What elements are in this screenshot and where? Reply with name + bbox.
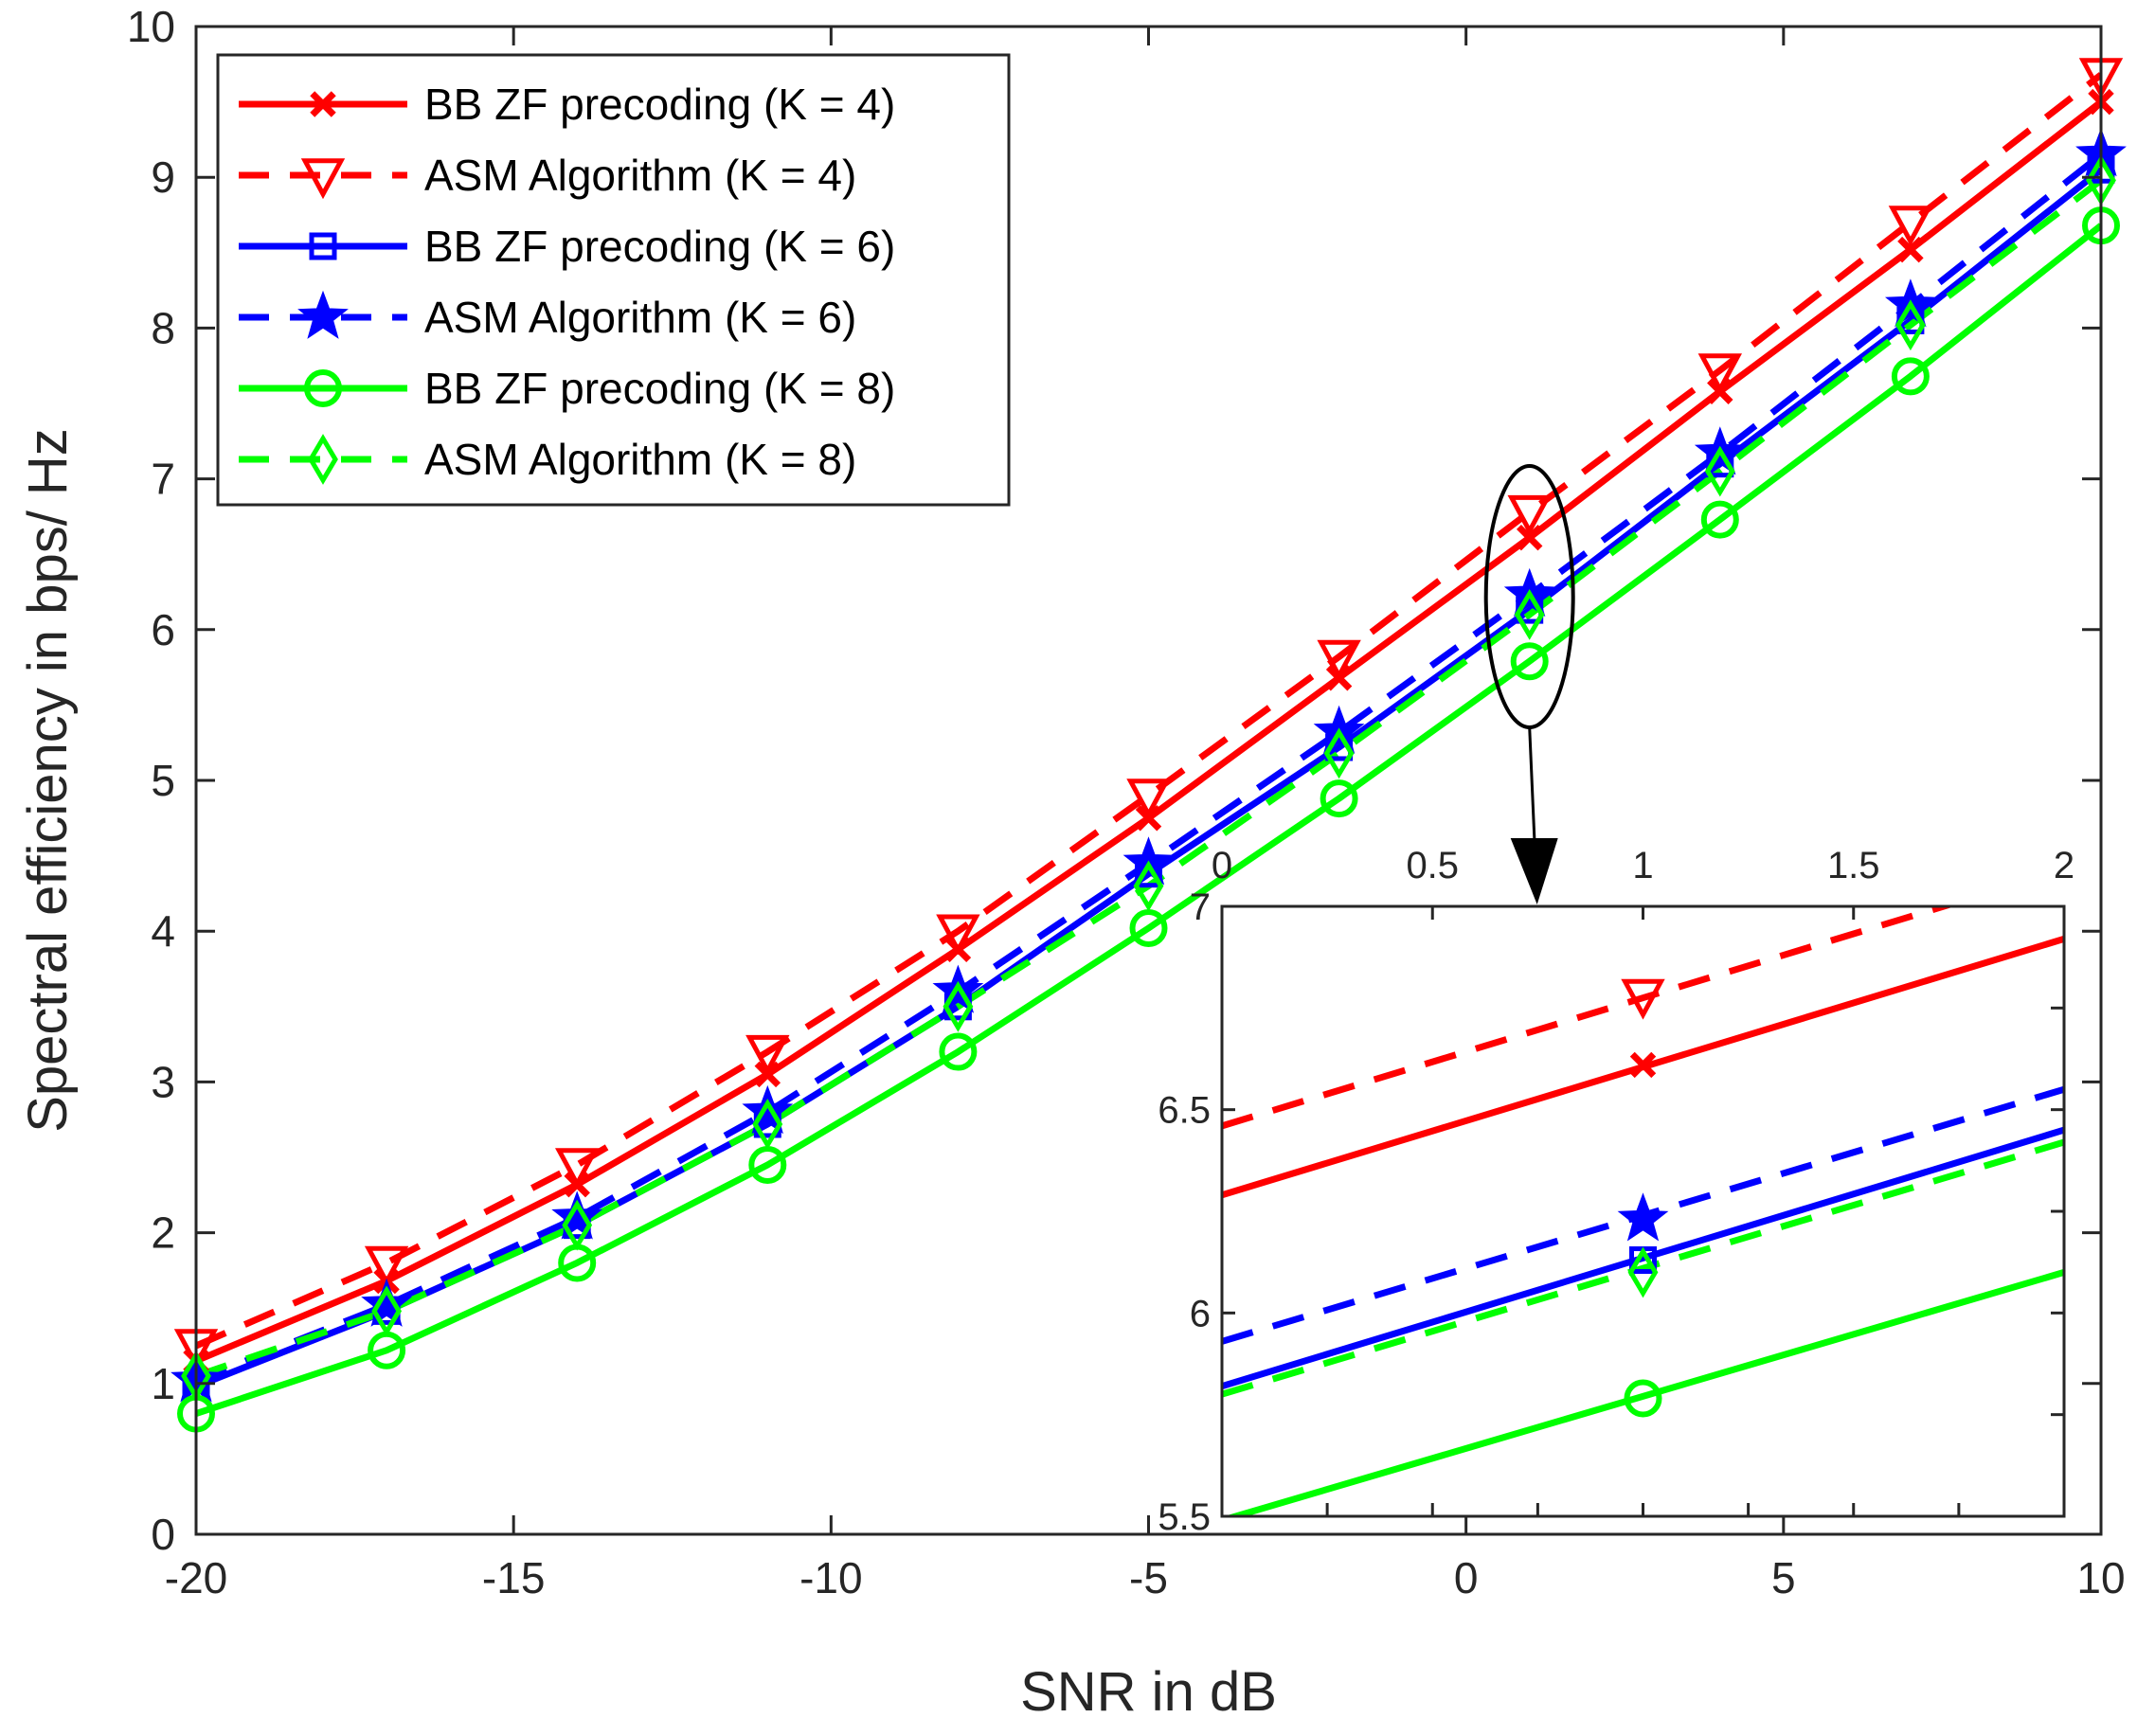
data-point-s5-8 xyxy=(1704,445,1735,497)
y-tick-label-5: 5 xyxy=(151,756,175,805)
legend-marker-0 xyxy=(310,91,336,117)
legend-marker-4 xyxy=(304,369,342,407)
inset-x-tick-label-1: 0.5 xyxy=(1406,845,1459,886)
inset-x-tick-label-4: 2 xyxy=(2054,845,2074,886)
inset-data-point-0 xyxy=(1629,1051,1657,1079)
inset-y-tick-label-3: 7 xyxy=(1190,886,1211,928)
legend-marker-2 xyxy=(309,232,337,260)
y-tick-label-6: 6 xyxy=(151,605,175,654)
data-point-s3-3 xyxy=(742,1084,794,1135)
data-point-s1-8 xyxy=(1697,353,1742,395)
data-point-s4-9 xyxy=(1891,357,1930,396)
data-point-s1-6 xyxy=(1317,639,1361,681)
data-point-s5-9 xyxy=(1895,299,1926,351)
inset-series-line-4 xyxy=(1224,1269,2064,1516)
data-point-s5-1 xyxy=(371,1285,403,1337)
zoom-arrow-line xyxy=(1528,726,1537,858)
inset-x-tick-label-0: 0 xyxy=(1212,845,1232,886)
data-point-s4-5 xyxy=(1129,909,1168,948)
data-point-s5-2 xyxy=(562,1199,593,1251)
x-tick-label-5: 5 xyxy=(1771,1553,1796,1602)
data-point-s4-8 xyxy=(1700,500,1739,539)
x-tick-label-4: 0 xyxy=(1454,1553,1479,1602)
data-point-s1-9 xyxy=(1888,206,1933,247)
legend-label-0: BB ZF precoding (K = 4) xyxy=(424,80,895,129)
x-tick-label-6: 10 xyxy=(2076,1553,2125,1602)
inset-series-line-5 xyxy=(1222,1138,2064,1398)
y-tick-label-8: 8 xyxy=(151,303,175,352)
y-tick-label-0: 0 xyxy=(151,1510,175,1559)
data-point-s5-7 xyxy=(1514,588,1545,640)
legend-box xyxy=(216,53,1011,507)
inset-x-tick-label-2: 1 xyxy=(1632,845,1653,886)
data-point-s5-4 xyxy=(943,980,974,1032)
data-point-s1-4 xyxy=(936,914,980,956)
data-point-s5-5 xyxy=(1133,860,1164,912)
x-axis-label: SNR in dB xyxy=(1020,1661,1277,1723)
inset-y-tick-label-2: 6.5 xyxy=(1158,1090,1211,1132)
y-tick-label-10: 10 xyxy=(127,2,175,51)
y-tick-label-2: 2 xyxy=(151,1208,175,1258)
y-tick-label-9: 9 xyxy=(151,152,175,202)
legend-label-2: BB ZF precoding (K = 6) xyxy=(424,222,895,271)
data-point-s4-6 xyxy=(1320,779,1358,818)
legend-marker-3 xyxy=(297,290,349,339)
inset-series-line-1 xyxy=(1222,906,1956,1130)
legend-marker-1 xyxy=(300,158,346,200)
y-axis-label: Spectral efficiency in bps/ Hz xyxy=(17,428,79,1133)
y-tick-label-4: 4 xyxy=(151,906,175,956)
legend-marker-5 xyxy=(308,434,338,485)
data-point-s1-3 xyxy=(745,1034,790,1076)
x-tick-label-1: -15 xyxy=(482,1553,545,1602)
legend-label-1: ASM Algorithm (K = 4) xyxy=(424,151,856,200)
data-point-s0-9 xyxy=(1897,236,1924,263)
x-tick-label-0: -20 xyxy=(165,1553,227,1602)
data-point-s1-2 xyxy=(555,1148,600,1190)
data-point-s5-6 xyxy=(1323,727,1355,779)
inset-y-tick-label-1: 6 xyxy=(1190,1293,1211,1334)
y-tick-label-7: 7 xyxy=(151,455,175,504)
y-tick-label-3: 3 xyxy=(151,1057,175,1106)
legend-label-3: ASM Algorithm (K = 6) xyxy=(424,293,856,342)
series-line-4 xyxy=(196,223,2101,1417)
legend-label-4: BB ZF precoding (K = 8) xyxy=(424,364,895,413)
y-tick-label-1: 1 xyxy=(151,1359,175,1408)
data-point-s3-2 xyxy=(551,1190,603,1240)
data-point-s5-3 xyxy=(752,1099,783,1150)
inset-data-point-5 xyxy=(1627,1246,1659,1298)
data-point-s4-4 xyxy=(939,1032,978,1071)
data-point-s3-1 xyxy=(361,1278,413,1327)
inset-data-point-3 xyxy=(1617,1192,1669,1242)
data-point-s0-7 xyxy=(1516,524,1543,551)
x-tick-label-2: -10 xyxy=(799,1553,862,1602)
data-point-s1-5 xyxy=(1126,779,1171,820)
x-tick-label-3: -5 xyxy=(1129,1553,1168,1602)
inset-data-point-4 xyxy=(1624,1379,1662,1418)
data-point-s4-7 xyxy=(1510,642,1549,681)
data-point-s1-1 xyxy=(364,1245,409,1287)
inset-y-tick-label-0: 5.5 xyxy=(1158,1496,1211,1538)
inset-x-tick-label-3: 1.5 xyxy=(1827,845,1880,886)
inset-data-point-1 xyxy=(1621,978,1665,1020)
legend-label-5: ASM Algorithm (K = 8) xyxy=(424,435,856,484)
inset-series-line-2 xyxy=(1222,1126,2064,1389)
data-point-s1-7 xyxy=(1507,494,1552,536)
zoom-arrow-head xyxy=(1510,838,1558,904)
